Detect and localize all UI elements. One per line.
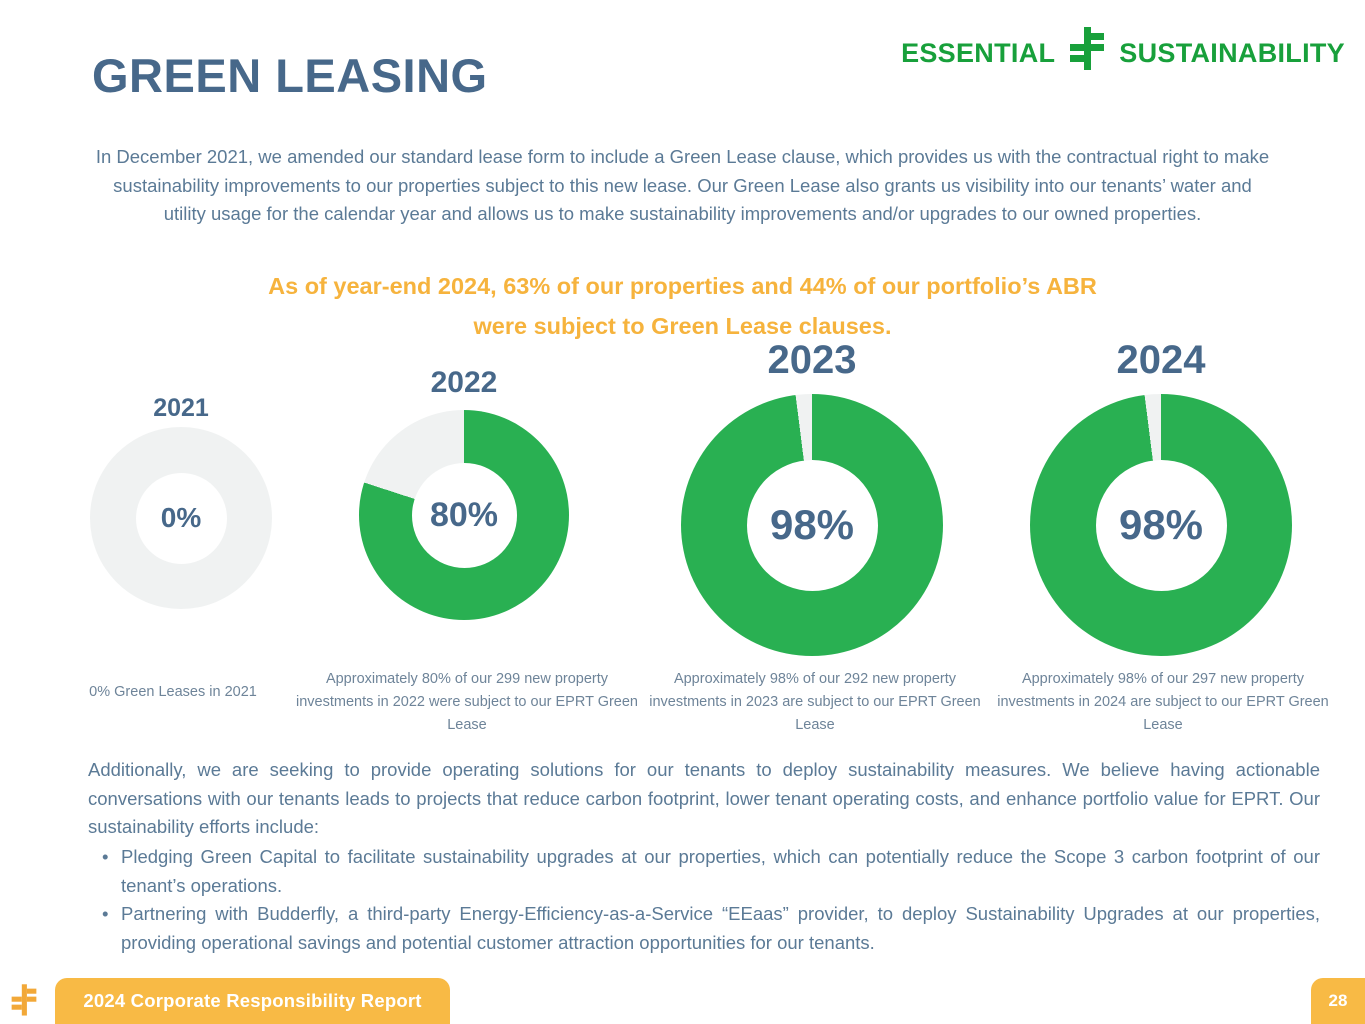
intro-paragraph: In December 2021, we amended our standar… (95, 146, 1270, 224)
brand-logo: ESSENTIAL SUSTAINABILITY (901, 24, 1345, 83)
highlight-statement: As of year-end 2024, 63% of our properti… (0, 266, 1365, 346)
chart-caption-2022: Approximately 80% of our 299 new propert… (295, 671, 638, 733)
chart-year-label-2021: 2021 (153, 394, 209, 422)
donut-value-2022: 80% (411, 462, 517, 568)
logo-left-text: ESSENTIAL (901, 38, 1056, 68)
footer-report-badge: 2024 Corporate Responsibility Report (55, 978, 450, 1024)
highlight-line-2: were subject to Green Lease clauses. (473, 313, 892, 339)
donut-value-2023: 98% (746, 459, 878, 591)
donut-value-2024: 98% (1095, 459, 1227, 591)
list-item: Pledging Green Capital to facilitate sus… (102, 843, 1320, 900)
chart-year-label-2022: 2022 (430, 366, 498, 399)
eprt-branch-mark-icon-footer (8, 982, 40, 1024)
highlight-line-1: As of year-end 2024, 63% of our properti… (268, 273, 1097, 299)
eprt-branch-mark-icon (1065, 24, 1109, 83)
chart-caption-2021: 0% Green Leases in 2021 (89, 684, 257, 700)
donut-value-2021: 0% (135, 472, 227, 564)
sustainability-efforts-list: Pledging Green Capital to facilitate sus… (102, 843, 1320, 957)
closing-paragraph: Additionally, we are seeking to provide … (88, 759, 1320, 837)
list-item: Partnering with Budderfly, a third-party… (102, 900, 1320, 957)
donut-chart-2023: 98% (681, 394, 943, 656)
donut-chart-2022: 80% (359, 410, 569, 620)
chart-caption-2024: Approximately 98% of our 297 new propert… (997, 671, 1329, 733)
logo-right-text: SUSTAINABILITY (1119, 38, 1345, 68)
chart-year-label-2024: 2024 (1116, 338, 1206, 382)
page-title: GREEN LEASING (92, 49, 488, 102)
page-number-badge: 28 (1311, 978, 1365, 1024)
donut-chart-2024: 98% (1030, 394, 1292, 656)
chart-caption-2023: Approximately 98% of our 292 new propert… (649, 671, 981, 733)
donut-chart-2021: 0% (90, 427, 272, 609)
chart-year-label-2023: 2023 (767, 338, 857, 382)
